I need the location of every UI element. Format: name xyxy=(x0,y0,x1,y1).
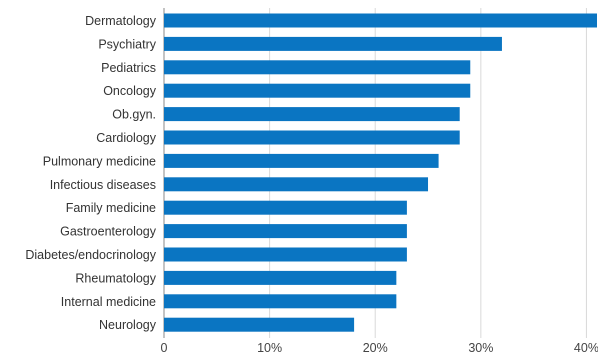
category-label: Cardiology xyxy=(96,131,157,145)
bar xyxy=(164,224,407,239)
bars xyxy=(164,13,597,332)
x-tick-label: 0 xyxy=(161,341,168,355)
bar xyxy=(164,83,471,98)
category-label: Pulmonary medicine xyxy=(43,154,156,168)
bar xyxy=(164,13,597,28)
category-labels: Dermatology Psychiatry Pediatrics Oncology O… xyxy=(25,14,156,332)
category-label: Ob.gyn. xyxy=(112,108,156,122)
category-label: Gastroenterology xyxy=(60,225,157,239)
bar xyxy=(164,107,460,122)
category-label: Neurology xyxy=(99,318,157,332)
bar xyxy=(164,317,355,332)
category-label: Rheumatology xyxy=(75,271,156,285)
bar xyxy=(164,36,502,51)
category-label: Psychiatry xyxy=(98,37,156,51)
category-label: Diabetes/endocrinology xyxy=(25,248,156,262)
x-tick-label: 20% xyxy=(363,341,388,355)
category-label: Family medicine xyxy=(66,201,156,215)
bar xyxy=(164,247,407,262)
bar xyxy=(164,60,471,75)
bar xyxy=(164,153,439,168)
category-label: Infectious diseases xyxy=(50,178,156,192)
category-label: Dermatology xyxy=(85,14,157,28)
category-label: Pediatrics xyxy=(101,61,156,75)
bar xyxy=(164,200,407,215)
bar xyxy=(164,294,397,309)
x-axis-ticks: 0 10% 20% 30% 40% xyxy=(161,341,598,355)
x-tick-label: 30% xyxy=(468,341,493,355)
x-tick-label: 40% xyxy=(574,341,598,355)
category-label: Oncology xyxy=(103,84,157,98)
category-label: Internal medicine xyxy=(61,295,156,309)
x-tick-label: 10% xyxy=(257,341,282,355)
bar xyxy=(164,177,429,192)
bar xyxy=(164,270,397,285)
gridlines xyxy=(163,8,587,338)
bar xyxy=(164,130,460,145)
